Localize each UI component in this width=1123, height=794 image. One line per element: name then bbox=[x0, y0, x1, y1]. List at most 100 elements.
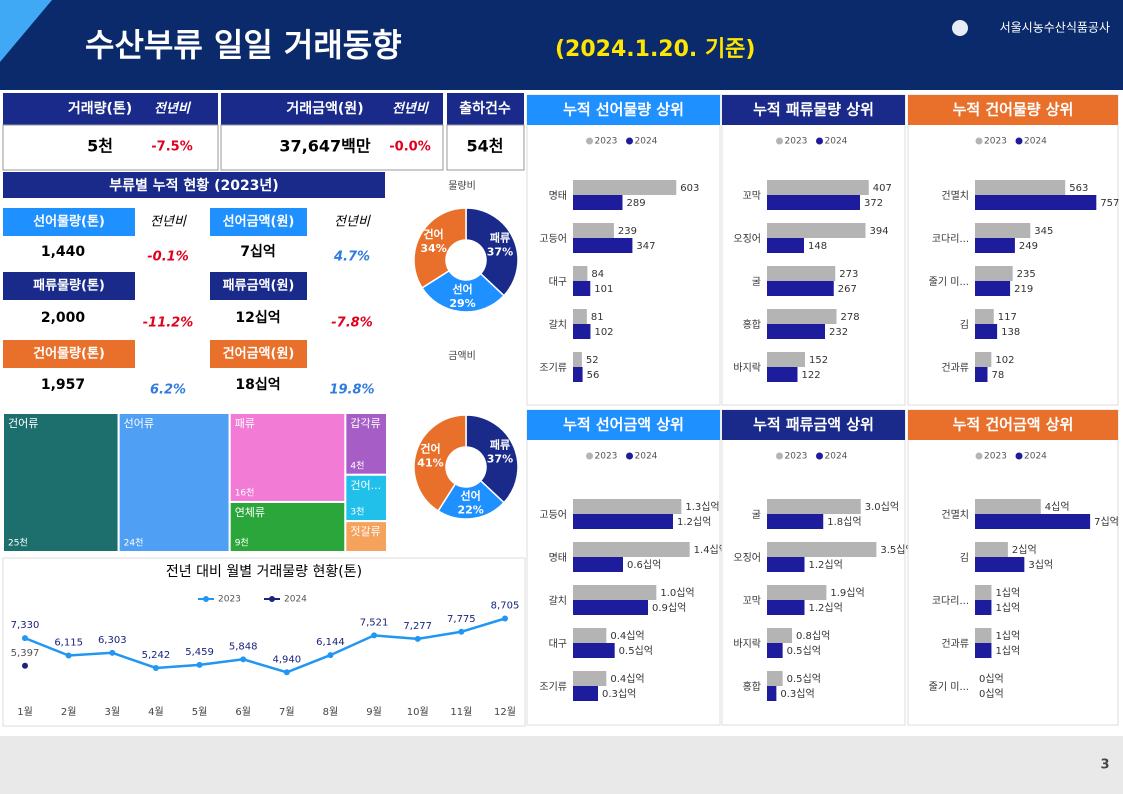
bar-value-label: 1십억 bbox=[995, 602, 1020, 614]
bar-header bbox=[908, 410, 1118, 440]
bar-value-label: 1십억 bbox=[995, 630, 1020, 642]
kpi-yoy-label: 전년비 bbox=[392, 101, 430, 117]
bar bbox=[573, 223, 614, 238]
donut-category: 건어 bbox=[420, 442, 440, 456]
summary-header bbox=[3, 172, 385, 198]
bar bbox=[573, 643, 615, 658]
line-point bbox=[240, 656, 247, 663]
summary-label-box bbox=[210, 272, 307, 300]
legend-label: 2023 bbox=[984, 137, 1007, 147]
kpi-header bbox=[447, 93, 524, 125]
donut-value-label: 29% bbox=[449, 297, 475, 310]
legend-label: 2024 bbox=[635, 452, 658, 462]
bar-header bbox=[722, 410, 905, 440]
bar-value-label: 1.0십억 bbox=[660, 587, 694, 599]
point-label: 7,330 bbox=[11, 620, 40, 631]
bar-title: 누적 선어금액 상위 bbox=[563, 416, 684, 434]
bar-value-label: 1.2십억 bbox=[677, 516, 711, 528]
bar-value-label: 4십억 bbox=[1045, 501, 1070, 513]
legend-label: 2023 bbox=[218, 595, 241, 605]
bar-value-label: 7십억 bbox=[1094, 516, 1119, 528]
summary-title: 부류별 누적 현황 (2023년) bbox=[109, 177, 278, 194]
category-label: 명태 bbox=[549, 190, 567, 202]
line-point bbox=[196, 661, 203, 668]
bar bbox=[975, 223, 1031, 238]
bar-value-label: 52 bbox=[586, 355, 599, 366]
bar bbox=[573, 585, 657, 600]
point-label: 5,848 bbox=[229, 641, 258, 652]
category-label: 김 bbox=[960, 552, 969, 564]
kpi-body bbox=[446, 124, 525, 171]
category-label: 줄기 미... bbox=[929, 276, 969, 288]
line-point bbox=[152, 664, 159, 671]
bar bbox=[573, 352, 582, 367]
bar bbox=[573, 557, 623, 572]
summary-label: 패류금액(원) bbox=[223, 279, 295, 294]
line-title: 전년 대비 월별 거래물량 현황(톤) bbox=[166, 564, 362, 580]
category-label: 굴 bbox=[752, 276, 761, 288]
bar-value-label: 219 bbox=[1014, 284, 1033, 295]
bar-value-label: 603 bbox=[680, 183, 699, 194]
donut-slice bbox=[421, 269, 505, 313]
line-series bbox=[24, 617, 506, 674]
line-point bbox=[65, 652, 72, 659]
line-panel bbox=[2, 557, 526, 727]
bar-value-label: 81 bbox=[591, 312, 604, 323]
donut-title: 물량비 bbox=[448, 180, 476, 192]
point-label: 7,521 bbox=[360, 617, 389, 628]
category-label: 코다리... bbox=[932, 233, 969, 245]
donut-category: 선어 bbox=[452, 282, 472, 296]
treemap-cell bbox=[2, 412, 120, 553]
treemap-value-label: 4천 bbox=[350, 460, 364, 471]
bar-value-label: 3.5십억 bbox=[880, 544, 914, 556]
category-label: 굴 bbox=[752, 509, 761, 521]
kpi-header bbox=[221, 93, 443, 125]
summary-label-box bbox=[210, 208, 307, 236]
bar-panel bbox=[526, 409, 721, 726]
bar-value-label: 1십억 bbox=[995, 587, 1020, 599]
bar-value-label: 117 bbox=[998, 312, 1017, 323]
bar-panel bbox=[721, 94, 906, 406]
donut-category: 선어 bbox=[461, 489, 481, 503]
bar-value-label: 0.5십억 bbox=[619, 645, 653, 657]
summary-value: 12십억 bbox=[235, 310, 280, 326]
x-tick-label: 6월 bbox=[235, 706, 251, 718]
bar bbox=[573, 195, 623, 210]
donut-value-label: 22% bbox=[457, 504, 483, 517]
summary-label-box bbox=[210, 340, 307, 368]
bar-value-label: 0.6십억 bbox=[627, 559, 661, 571]
legend-label: 2023 bbox=[785, 137, 808, 147]
bar-value-label: 273 bbox=[839, 269, 858, 280]
kpi-body bbox=[2, 124, 219, 171]
bar-value-label: 0.3십억 bbox=[780, 688, 814, 700]
page-title: 수산부류 일일 거래동향 bbox=[85, 26, 402, 64]
logo bbox=[952, 20, 968, 36]
bar-value-label: 122 bbox=[802, 370, 821, 381]
bar bbox=[767, 643, 783, 658]
header-accent bbox=[0, 0, 52, 62]
legend-label: 2023 bbox=[595, 452, 618, 462]
category-label: 건과류 bbox=[941, 638, 969, 650]
bar bbox=[573, 324, 591, 339]
bar bbox=[767, 281, 834, 296]
bar-header bbox=[527, 410, 720, 440]
summary-label: 패류물량(톤) bbox=[33, 279, 105, 294]
bar-value-label: 2십억 bbox=[1012, 544, 1037, 556]
bar-value-label: 563 bbox=[1069, 183, 1088, 194]
donut-slice bbox=[465, 414, 519, 504]
donut-value-label: 41% bbox=[417, 457, 443, 470]
summary-value: 7십억 bbox=[240, 244, 276, 260]
category-label: 갈치 bbox=[549, 594, 567, 607]
treemap-label: 갑각류 bbox=[350, 417, 380, 430]
legend-label: 2023 bbox=[984, 452, 1007, 462]
yoy-label: 전년비 bbox=[334, 215, 371, 230]
line-point bbox=[22, 635, 28, 642]
bar bbox=[767, 223, 866, 238]
summary-value: 18십억 bbox=[235, 377, 280, 393]
org-name: 서울시농수산식품공사 bbox=[1000, 21, 1110, 35]
category-label: 바지락 bbox=[733, 638, 761, 650]
bar bbox=[767, 600, 805, 615]
bar bbox=[573, 542, 690, 557]
bar bbox=[573, 266, 588, 281]
summary-change: 6.2% bbox=[150, 383, 186, 398]
